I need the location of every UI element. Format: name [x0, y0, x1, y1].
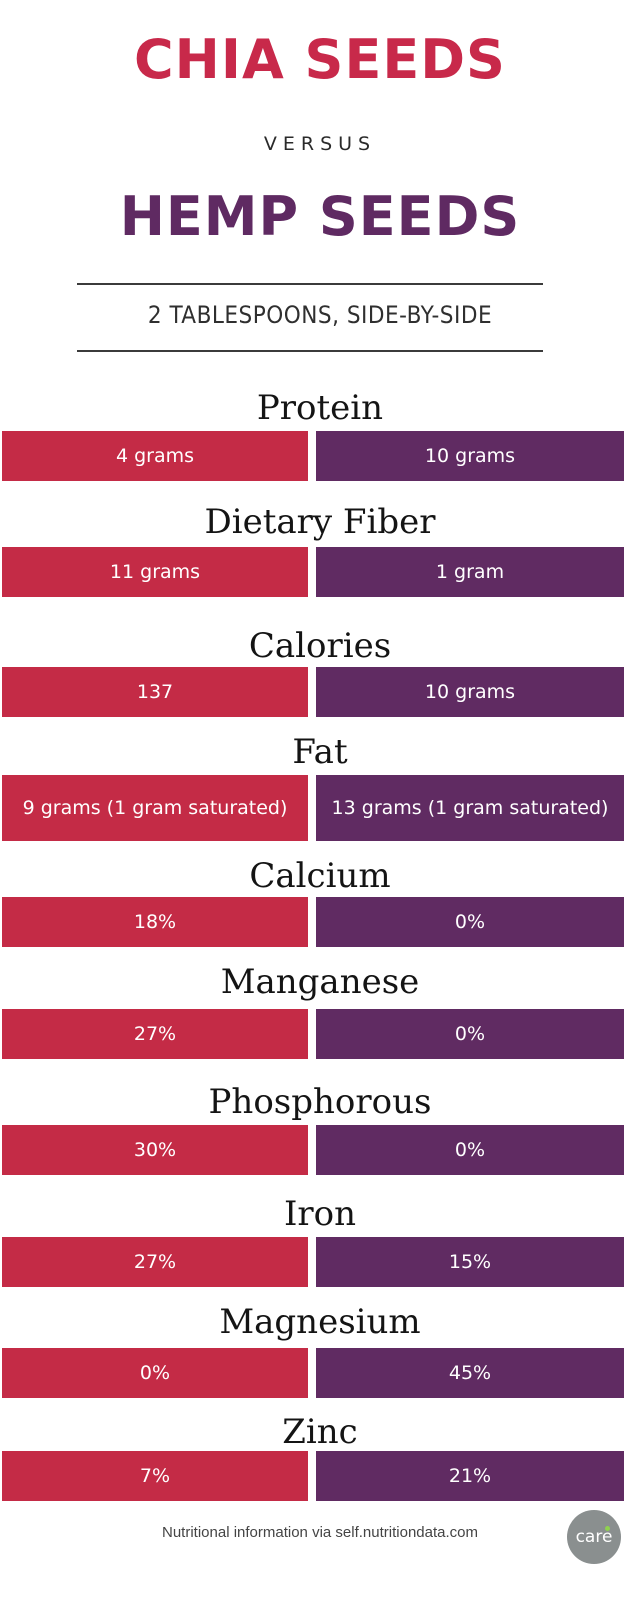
hemp-value-fat: 13 grams (1 gram saturated) [316, 775, 624, 841]
chia-value-manganese: 27% [2, 1009, 308, 1059]
source-note: Nutritional information via self.nutriti… [162, 1524, 478, 1541]
nutrient-label-fat: Fat [292, 732, 348, 772]
nutrient-label-phosphorous: Phosphorous [208, 1082, 432, 1122]
hemp-value-protein: 10 grams [316, 431, 624, 481]
hemp-value-calcium: 0% [316, 897, 624, 947]
nutrient-label-manganese: Manganese [220, 962, 420, 1002]
nutrient-label-zinc: Zinc [282, 1412, 358, 1452]
hemp-value-zinc: 21% [316, 1451, 624, 1501]
nutrient-label-magnesium: Magnesium [219, 1302, 421, 1342]
chia-value-calcium: 18% [2, 897, 308, 947]
chia-value-zinc: 7% [2, 1451, 308, 1501]
title-chia-seeds: CHIA SEEDS [134, 28, 506, 91]
hemp-value-magnesium: 45% [316, 1348, 624, 1398]
logo-text: care [575, 1527, 613, 1547]
versus-label: VERSUS [263, 133, 377, 155]
chia-value-fat: 9 grams (1 gram saturated) [2, 775, 308, 841]
logo-dot [605, 1526, 610, 1531]
chia-value-calories: 137 [2, 667, 308, 717]
hemp-value-dietary-fiber: 1 gram [316, 547, 624, 597]
nutrient-label-calcium: Calcium [249, 856, 391, 896]
bottom-divider [77, 350, 543, 352]
chia-value-iron: 27% [2, 1237, 308, 1287]
subtitle: 2 TABLESPOONS, SIDE-BY-SIDE [147, 301, 493, 329]
nutrient-label-calories: Calories [248, 626, 392, 666]
title-hemp-seeds: HEMP SEEDS [119, 185, 521, 248]
nutrient-label-iron: Iron [283, 1194, 357, 1234]
hemp-value-iron: 15% [316, 1237, 624, 1287]
hemp-value-phosphorous: 0% [316, 1125, 624, 1175]
nutrient-label-protein: Protein [256, 388, 384, 428]
hemp-value-calories: 10 grams [316, 667, 624, 717]
chia-value-phosphorous: 30% [2, 1125, 308, 1175]
hemp-value-manganese: 0% [316, 1009, 624, 1059]
chia-value-dietary-fiber: 11 grams [2, 547, 308, 597]
chia-value-protein: 4 grams [2, 431, 308, 481]
care2-logo-icon: care [567, 1510, 621, 1564]
chia-value-magnesium: 0% [2, 1348, 308, 1398]
nutrient-label-dietary-fiber: Dietary Fiber [204, 502, 436, 542]
top-divider [77, 283, 543, 285]
